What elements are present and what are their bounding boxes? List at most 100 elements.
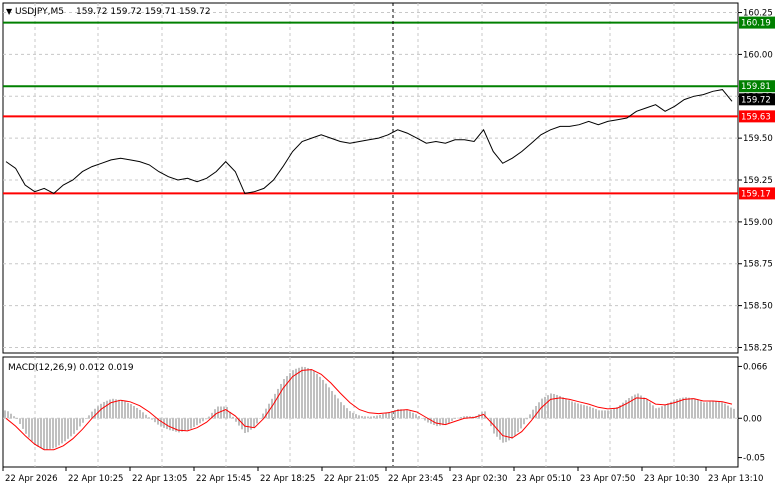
price-axis[interactable]: 160.25160.00159.75159.50159.25159.00158.… — [738, 9, 773, 354]
macd-bar — [223, 406, 225, 419]
macd-bar — [109, 399, 111, 419]
macd-bar — [184, 418, 186, 431]
macd-panel[interactable]: MACD(12,26,9) 0.012 0.019 — [2, 356, 739, 468]
macd-bar — [40, 418, 42, 448]
price-tick-label: 158.75 — [743, 260, 773, 270]
level-tag-label: 160.19 — [741, 19, 771, 29]
price-panel[interactable]: ▼ USDJPY,M5 159.72 159.72 159.71 159.72 — [2, 2, 739, 466]
macd-bar — [439, 418, 441, 426]
macd-bar — [166, 418, 168, 430]
macd-bar — [601, 410, 603, 419]
macd-bar — [604, 410, 606, 419]
price-grid — [3, 3, 738, 353]
macd-bar — [220, 406, 222, 419]
macd-bar — [541, 398, 543, 419]
macd-bar — [616, 407, 618, 419]
macd-bar — [361, 416, 363, 419]
macd-bar — [622, 402, 624, 419]
time-axis[interactable]: 22 Apr 2026 22 Apr 10:25 22 Apr 13:05 22 Ap… — [2, 467, 763, 484]
macd-bar — [277, 388, 279, 419]
time-tick-label: 23 Apr 02:30 — [452, 474, 507, 484]
macd-bar — [19, 418, 21, 424]
macd-bar — [676, 399, 678, 419]
macd-bar — [331, 391, 333, 419]
macd-bar — [652, 405, 654, 419]
macd-bar — [229, 411, 231, 419]
macd-bar — [565, 398, 567, 419]
macd-bar — [679, 398, 681, 419]
macd-bar — [412, 412, 414, 419]
macd-bar — [358, 415, 360, 419]
macd-bar — [76, 418, 78, 431]
macd-bar — [196, 418, 198, 426]
macd-bar — [328, 387, 330, 419]
macd-bar — [346, 408, 348, 419]
macd-bar — [175, 418, 177, 432]
current-price-label: 159.72 — [741, 95, 771, 105]
macd-bar — [661, 406, 663, 419]
macd-bar — [508, 418, 510, 441]
time-tick-label: 23 Apr 05:10 — [516, 474, 571, 484]
macd-bar — [703, 402, 705, 419]
price-tick-label: 160.25 — [743, 9, 773, 19]
macd-bar — [484, 411, 486, 419]
time-tick-label: 22 Apr 23:45 — [388, 474, 443, 484]
header-arrow[interactable]: ▼ — [6, 7, 13, 16]
macd-bar — [214, 409, 216, 419]
price-tick-label: 158.50 — [743, 302, 773, 312]
macd-bar — [586, 405, 588, 419]
macd-bar — [619, 405, 621, 419]
macd-bar — [304, 367, 306, 419]
macd-bar — [55, 418, 57, 448]
macd-bar — [34, 418, 36, 445]
macd-bar — [592, 407, 594, 419]
macd-bar — [664, 404, 666, 419]
macd-bar — [553, 393, 555, 419]
macd-bar — [505, 418, 507, 443]
macd-bar — [529, 414, 531, 419]
macd-bar — [382, 414, 384, 419]
macd-bar — [256, 418, 258, 424]
macd-bar — [463, 416, 465, 419]
macd-bar — [202, 418, 204, 422]
macd-bar — [46, 418, 48, 450]
macd-bar — [637, 393, 639, 419]
macd-bar — [142, 412, 144, 419]
macd-bar — [712, 401, 714, 419]
macd-bar — [67, 418, 69, 439]
macd-bar — [733, 408, 735, 419]
macd-bar — [151, 418, 153, 420]
macd-bar — [454, 418, 456, 419]
macd-bar — [340, 402, 342, 419]
macd-bar — [145, 414, 147, 419]
macd-bar — [514, 418, 516, 436]
macd-bar — [343, 405, 345, 419]
macd-signal-line — [5, 369, 733, 451]
time-tick-label: 22 Apr 10:25 — [68, 474, 123, 484]
macd-bar — [259, 418, 261, 419]
macd-bar — [445, 418, 447, 425]
macd-bar — [568, 400, 570, 419]
macd-bar — [373, 416, 375, 419]
macd-histogram — [4, 366, 735, 450]
macd-bar — [406, 410, 408, 419]
level-tag-label: 159.17 — [741, 189, 771, 199]
macd-bar — [73, 418, 75, 434]
macd-bar — [148, 417, 150, 419]
macd-bar — [292, 370, 294, 419]
macd-bar — [193, 418, 195, 427]
macd-bar — [436, 418, 438, 427]
macd-bar — [310, 369, 312, 419]
macd-bar — [235, 418, 237, 422]
macd-bar — [319, 376, 321, 419]
macd-bar — [403, 409, 405, 419]
macd-bar — [253, 418, 255, 428]
macd-bar — [697, 399, 699, 419]
macd-bar — [283, 379, 285, 419]
price-tick-label: 159.25 — [743, 176, 773, 186]
macd-bar — [28, 418, 30, 438]
macd-bar — [52, 418, 54, 449]
macd-bar — [313, 370, 315, 419]
macd-bar — [334, 394, 336, 419]
